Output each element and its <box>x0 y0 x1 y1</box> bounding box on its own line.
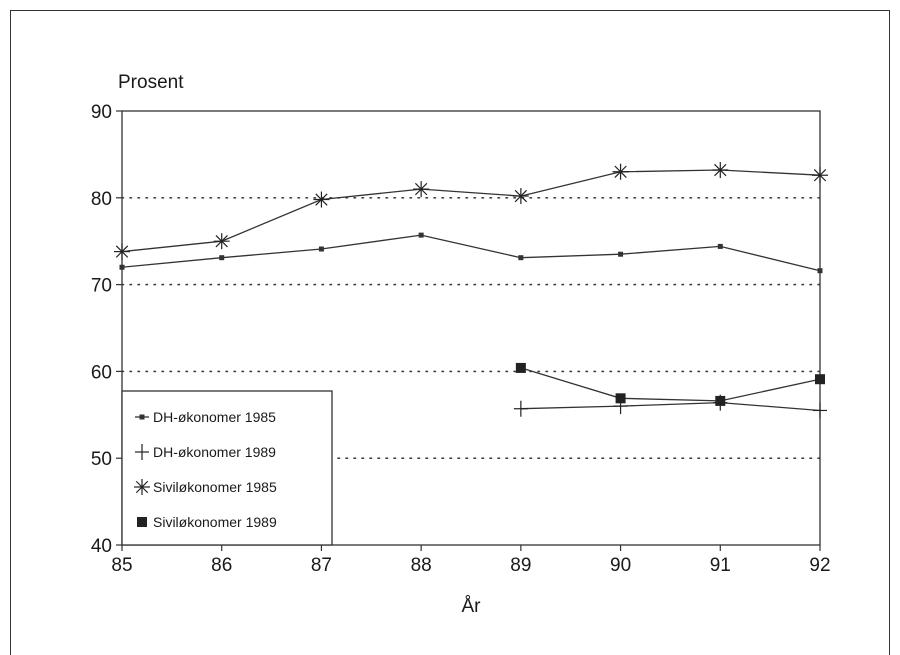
legend-item: DH-økonomer 1985 <box>135 409 276 425</box>
x-tick-label: 86 <box>211 555 232 576</box>
legend-marker <box>134 479 150 495</box>
data-point <box>612 163 629 180</box>
data-point <box>813 402 827 419</box>
data-point <box>715 395 726 406</box>
y-axis-ticks: 40 50 60 70 80 90 <box>91 102 122 557</box>
data-point <box>618 251 624 257</box>
series-line <box>520 367 821 402</box>
series-0 <box>119 232 823 274</box>
data-point <box>815 374 825 385</box>
data-point <box>413 181 430 198</box>
legend-marker <box>137 517 147 527</box>
data-point <box>515 362 526 373</box>
legend-label: Siviløkonomer 1985 <box>153 479 277 495</box>
x-tick-label: 89 <box>510 555 531 576</box>
y-axis-title: Prosent <box>118 72 184 93</box>
series-line <box>121 234 821 272</box>
data-point <box>518 255 524 261</box>
data-point <box>418 232 424 238</box>
legend-label: DH-økonomer 1985 <box>153 409 276 425</box>
data-point <box>114 243 130 260</box>
series-layer <box>114 162 828 419</box>
legend-marker <box>135 444 149 460</box>
x-tick-label: 85 <box>111 555 132 576</box>
series-3 <box>515 362 825 406</box>
series-line <box>520 401 821 412</box>
x-axis-title: År <box>462 596 482 617</box>
y-tick-label: 60 <box>91 362 112 383</box>
x-tick-label: 88 <box>411 555 432 576</box>
y-tick-label: 90 <box>91 102 112 123</box>
series-2 <box>114 162 828 260</box>
y-tick-label: 70 <box>91 276 112 297</box>
legend-marker <box>139 414 145 420</box>
data-point <box>213 233 230 250</box>
x-tick-label: 91 <box>710 555 731 576</box>
data-point <box>717 243 723 249</box>
data-point <box>812 167 828 184</box>
legend-item: DH-økonomer 1989 <box>135 444 276 460</box>
series-line <box>121 169 821 253</box>
plot-area-border <box>121 110 821 546</box>
data-point <box>313 191 330 208</box>
legend-box <box>121 390 333 546</box>
plot-border <box>121 110 821 546</box>
data-point <box>318 246 324 252</box>
legend-label: Siviløkonomer 1989 <box>153 514 277 530</box>
data-point <box>219 255 225 261</box>
data-point <box>817 268 823 274</box>
data-point <box>512 188 529 205</box>
legend: DH-økonomer 1985 DH-økonomer 1989 Siviløko… <box>121 390 333 546</box>
chart-frame <box>10 10 890 655</box>
data-point <box>712 162 729 179</box>
x-axis-ticks: 85 86 87 88 89 90 91 92 <box>111 545 831 576</box>
x-tick-label: 90 <box>610 555 631 576</box>
legend-item: Siviløkonomer 1985 <box>134 479 277 495</box>
data-point <box>615 393 626 404</box>
x-tick-label: 92 <box>809 555 830 576</box>
data-point <box>119 264 125 270</box>
legend-item: Siviløkonomer 1989 <box>137 514 277 530</box>
y-tick-label: 80 <box>91 189 112 210</box>
x-tick-label: 87 <box>311 555 332 576</box>
series-1 <box>513 394 827 419</box>
y-tick-label: 50 <box>91 449 112 470</box>
data-point <box>513 400 528 417</box>
y-tick-label: 40 <box>91 536 112 557</box>
legend-label: DH-økonomer 1989 <box>153 444 276 460</box>
